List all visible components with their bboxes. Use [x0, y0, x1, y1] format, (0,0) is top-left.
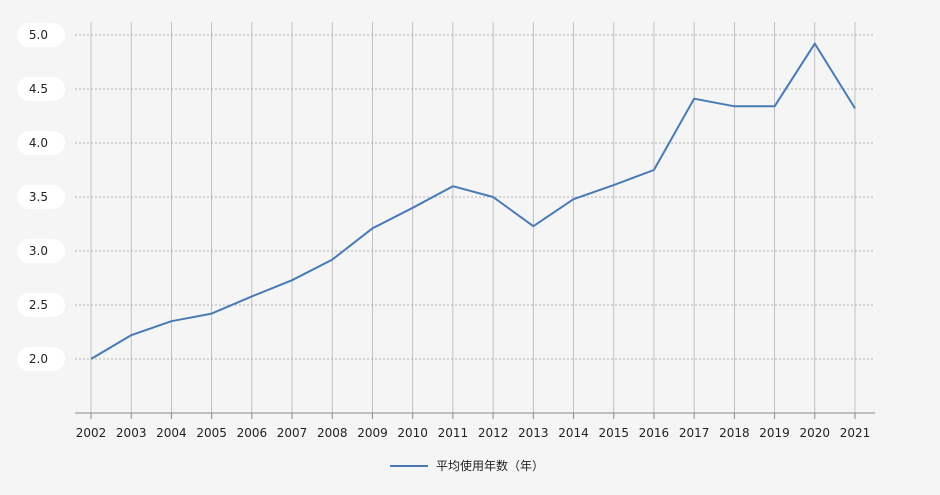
- x-tick-label: 2017: [679, 426, 710, 440]
- y-tick-label-bg: [17, 185, 65, 209]
- legend[interactable]: 平均使用年数（年）: [390, 458, 544, 473]
- y-tick-label-bg: [17, 23, 65, 47]
- x-tick-label: 2009: [357, 426, 388, 440]
- y-tick-label-bg: [17, 347, 65, 371]
- x-tick-label: 2012: [478, 426, 509, 440]
- x-tick-label: 2013: [518, 426, 549, 440]
- x-tick-label: 2020: [800, 426, 831, 440]
- x-axis-tick-labels: 2002 2003 2004 2005 2006 2007 2008 2009 2010 2011…: [76, 426, 871, 440]
- x-tick-label: 2002: [76, 426, 107, 440]
- x-tick-label: 2006: [237, 426, 268, 440]
- y-tick-label-bg: [17, 77, 65, 101]
- x-tick-label: 2010: [397, 426, 428, 440]
- y-tick-label: 2.5: [29, 298, 48, 312]
- x-tick-label: 2008: [317, 426, 348, 440]
- series-layer: [90, 42, 856, 360]
- y-axis-tick-labels: 2.0 2.5 3.0 3.5 4.0 4.5 5.0: [29, 28, 48, 366]
- x-tick-label: 2018: [719, 426, 750, 440]
- x-tick-label: 2021: [840, 426, 871, 440]
- x-tick-label: 2011: [438, 426, 469, 440]
- y-tick-label: 3.5: [29, 190, 48, 204]
- y-tick-label: 3.0: [29, 244, 48, 258]
- x-tick-label: 2015: [598, 426, 629, 440]
- x-tick-label: 2004: [156, 426, 187, 440]
- x-tick-label: 2016: [639, 426, 670, 440]
- x-tick-label: 2007: [277, 426, 308, 440]
- x-axis-ticks: [90, 413, 856, 419]
- series-line[interactable]: [90, 42, 856, 360]
- y-axis-label-backgrounds: [17, 23, 65, 371]
- x-tick-label: 2019: [759, 426, 790, 440]
- x-tick-label: 2003: [116, 426, 147, 440]
- x-tick-label: 2005: [196, 426, 227, 440]
- vertical-gridlines: [90, 22, 856, 413]
- y-tick-label-bg: [17, 239, 65, 263]
- y-tick-label-bg: [17, 293, 65, 317]
- y-tick-label: 5.0: [29, 28, 48, 42]
- y-tick-label: 4.0: [29, 136, 48, 150]
- y-tick-label-bg: [17, 131, 65, 155]
- legend-label: 平均使用年数（年）: [436, 458, 544, 473]
- x-tick-label: 2014: [558, 426, 589, 440]
- y-tick-label: 4.5: [29, 82, 48, 96]
- horizontal-gridlines: [75, 34, 875, 360]
- y-tick-label: 2.0: [29, 352, 48, 366]
